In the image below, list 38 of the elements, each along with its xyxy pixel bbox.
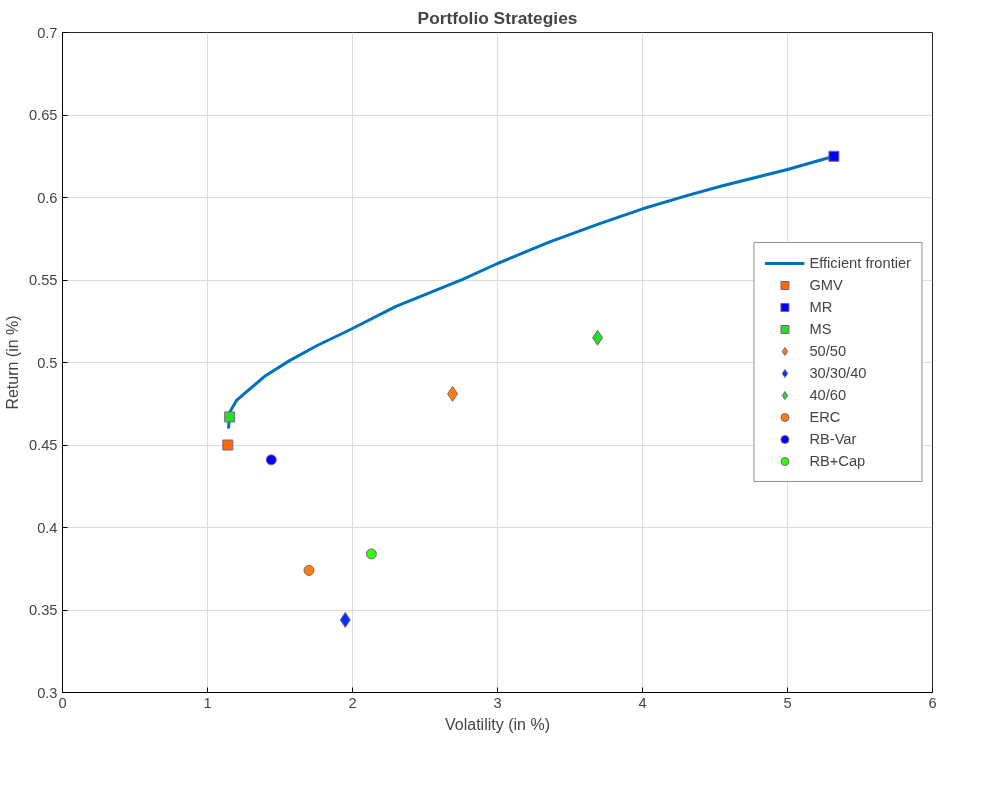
y-tick-label: 0.3	[37, 684, 58, 701]
x-axis-title: Volatility (in %)	[445, 715, 550, 733]
y-tick-label: 0.7	[37, 24, 58, 41]
x-tick-label: 1	[203, 694, 212, 711]
y-tick-label: 0.45	[28, 437, 58, 453]
legend-label: MR	[809, 299, 833, 315]
y-tick-label: 0.6	[37, 189, 58, 206]
y-tick-label: 0.4	[37, 519, 58, 536]
point	[447, 385, 459, 402]
point	[265, 454, 277, 466]
legend-label: MS	[809, 321, 832, 337]
x-tick-label: 0	[58, 694, 67, 711]
legend-label: RB+Cap	[809, 453, 866, 469]
y-tick-label: 0.55	[28, 272, 58, 288]
point	[224, 411, 236, 423]
x-tick-label: 5	[783, 694, 792, 711]
point	[303, 564, 315, 576]
point	[828, 150, 840, 162]
y-axis-title: Return (in %)	[3, 315, 21, 410]
legend-label: Efficient frontier	[809, 255, 911, 271]
chart-title: Portfolio Strategies	[417, 7, 578, 28]
x-tick-label: 6	[928, 694, 937, 711]
x-tick-label: 2	[348, 694, 357, 711]
y-tick-label: 0.5	[37, 354, 58, 371]
x-tick-label: 3	[493, 694, 502, 711]
point	[592, 329, 604, 346]
y-tick-label: 0.65	[28, 107, 58, 123]
legend-label: 50/50	[809, 343, 847, 359]
legend-label: RB-Var	[809, 431, 857, 447]
point	[339, 611, 351, 628]
legend-label: ERC	[809, 409, 841, 425]
legend-label: GMV	[809, 277, 843, 293]
y-tick-label: 0.35	[28, 602, 58, 618]
point	[365, 548, 377, 560]
legend-label: 40/60	[809, 387, 847, 403]
legend-label: 30/30/40	[809, 365, 867, 381]
point	[222, 439, 234, 451]
x-tick-label: 4	[638, 694, 647, 711]
